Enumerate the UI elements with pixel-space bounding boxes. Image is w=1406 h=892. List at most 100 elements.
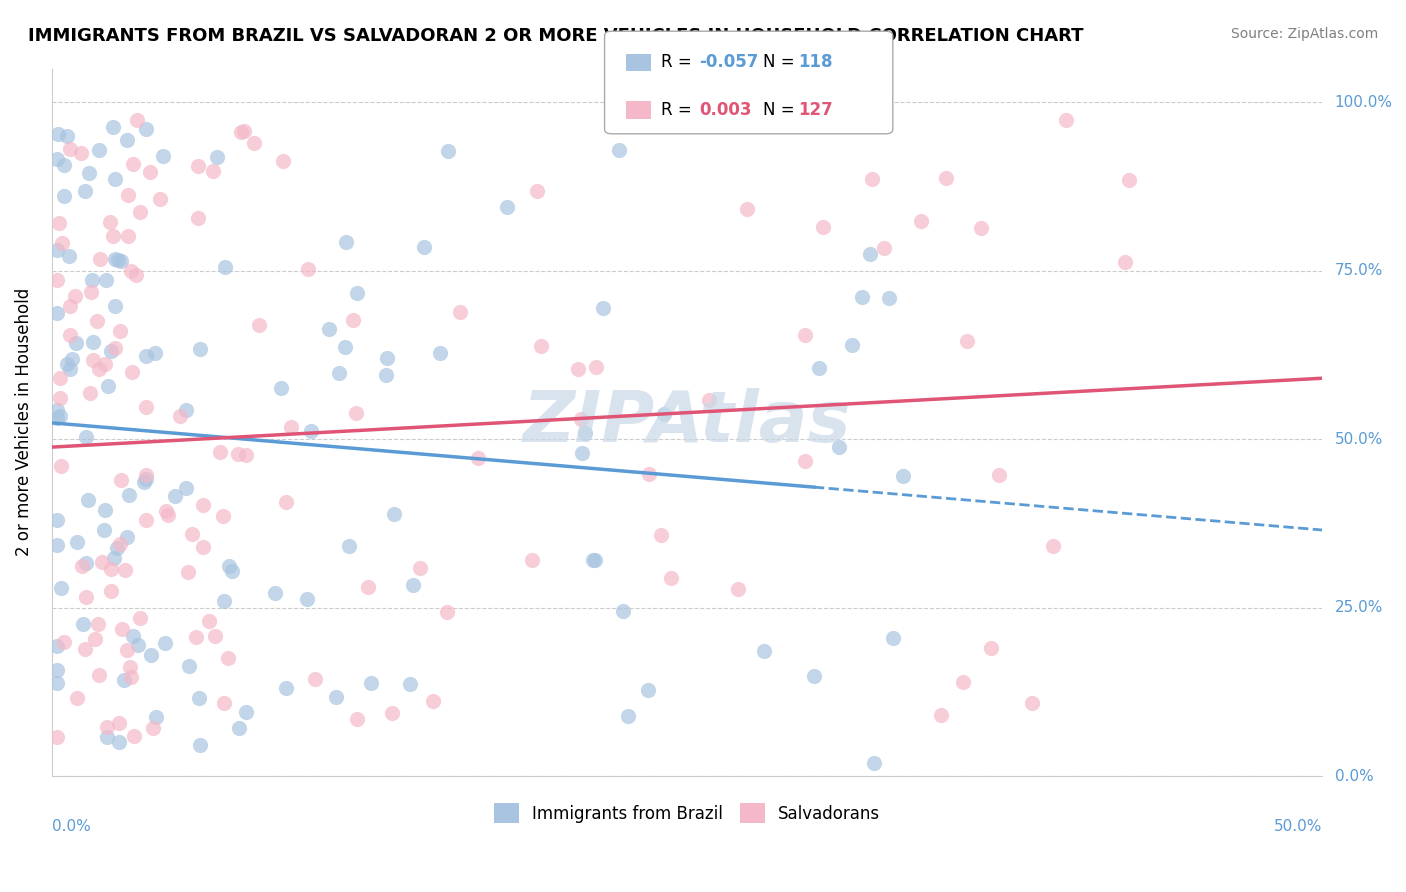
Point [436,605,458,619]
Point [60,352,83,367]
Point [235,448,257,462]
Text: 50.0%: 50.0% [1334,432,1384,447]
Point [181,527,204,541]
Point [1021,697,1043,711]
Point [752,643,775,657]
Point [360,675,382,690]
Point [53,158,76,172]
Point [75,590,97,604]
Point [344,406,367,420]
Point [530,339,553,353]
Point [120,264,142,278]
Point [118,488,141,502]
Point [235,705,257,719]
Text: R =: R = [661,101,697,119]
Legend: Immigrants from Brazil, Salvadorans: Immigrants from Brazil, Salvadorans [485,795,889,831]
Point [807,361,830,376]
Point [127,638,149,652]
Point [48,216,70,230]
Point [467,451,489,466]
Point [328,367,350,381]
Point [956,334,979,348]
Point [346,712,368,726]
Point [86,314,108,328]
Point [79,166,101,180]
Point [87,362,110,376]
Point [157,508,180,523]
Point [571,446,593,460]
Point [45,513,67,527]
Point [75,556,97,570]
Point [155,503,177,517]
Point [77,493,100,508]
Point [45,273,67,287]
Point [727,582,749,596]
Point [1118,173,1140,187]
Point [112,673,135,688]
Point [104,252,127,266]
Point [125,268,148,283]
Point [247,318,270,332]
Point [612,604,634,618]
Text: 0.0%: 0.0% [1334,769,1374,784]
Point [46,305,69,319]
Point [342,313,364,327]
Point [569,412,592,426]
Point [141,648,163,662]
Point [931,707,953,722]
Point [120,670,142,684]
Point [637,682,659,697]
Point [221,564,243,578]
Point [697,393,720,408]
Point [952,675,974,690]
Point [263,586,285,600]
Point [100,583,122,598]
Point [122,629,145,643]
Point [108,734,131,748]
Point [935,171,957,186]
Point [409,561,432,575]
Point [73,641,96,656]
Point [274,495,297,509]
Point [217,650,239,665]
Point [212,696,235,710]
Y-axis label: 2 or more Vehicles in Household: 2 or more Vehicles in Household [15,288,32,557]
Point [100,344,122,359]
Point [169,409,191,423]
Text: N =: N = [763,101,800,119]
Point [793,454,815,468]
Point [413,240,436,254]
Point [197,615,219,629]
Point [117,228,139,243]
Point [188,738,211,752]
Point [135,121,157,136]
Point [70,558,93,573]
Point [337,539,360,553]
Text: 75.0%: 75.0% [1334,263,1384,278]
Point [212,594,235,608]
Point [45,676,67,690]
Point [45,538,67,552]
Point [208,445,231,459]
Point [94,503,117,517]
Point [429,345,451,359]
Point [828,440,851,454]
Point [79,386,101,401]
Point [82,353,104,368]
Point [107,252,129,267]
Point [214,260,236,274]
Point [115,132,138,146]
Point [93,523,115,537]
Point [49,391,72,405]
Point [402,578,425,592]
Point [297,262,319,277]
Point [357,580,380,594]
Point [567,361,589,376]
Point [128,205,150,219]
Point [659,571,682,585]
Point [325,690,347,705]
Point [45,663,67,677]
Text: ZIPAtlas: ZIPAtlas [523,388,851,457]
Point [51,235,73,250]
Point [859,246,882,260]
